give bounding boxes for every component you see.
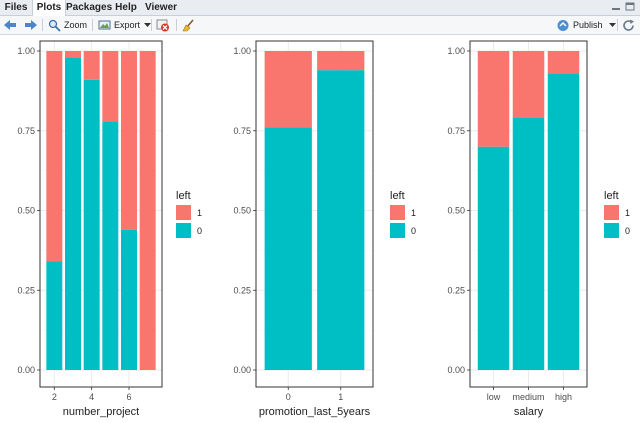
x-tick-label: high (555, 392, 572, 402)
x-tick-label: 0 (286, 392, 291, 402)
legend-label: 0 (625, 226, 630, 236)
remove-plot-icon (156, 19, 169, 31)
legend-key (604, 205, 619, 220)
zoom-button[interactable]: Zoom (48, 18, 87, 32)
clear-all-plots-button[interactable] (181, 18, 196, 32)
y-tick-label: 0.00 (447, 365, 465, 375)
legend-title: left (390, 190, 405, 202)
panel-border (255, 40, 374, 388)
y-tick-label: 0.50 (447, 206, 465, 216)
export-button[interactable]: Export (98, 18, 152, 32)
bar-segment-left-0 (512, 117, 545, 371)
y-tick-label: 0.50 (17, 206, 35, 216)
bar-segment-left-1 (46, 51, 63, 262)
x-axis-title: salary (514, 406, 544, 418)
y-tick-label: 0.00 (17, 365, 35, 375)
y-tick-label: 0.00 (233, 365, 251, 375)
bar-segment-left-0 (547, 73, 580, 370)
export-label: Export (114, 20, 141, 30)
bar-segment-left-0 (477, 146, 510, 370)
toolbar-divider (617, 19, 618, 31)
refresh-icon (623, 19, 634, 31)
publish-button[interactable]: Publish (556, 18, 617, 32)
toolbar-divider (151, 19, 152, 31)
zoom-label: Zoom (64, 20, 88, 30)
legend-key (604, 223, 619, 238)
x-axis-title: promotion_last_5years (259, 406, 371, 418)
bar-segment-left-0 (46, 261, 63, 370)
pane-tab-bar: Files Plots Packages Help Viewer (0, 0, 640, 16)
forward-arrow-icon[interactable] (24, 18, 38, 32)
x-tick-label: 4 (89, 392, 94, 402)
bar-segment-left-1 (121, 51, 137, 230)
legend-title: left (604, 190, 619, 202)
y-tick-label: 0.50 (233, 206, 251, 216)
y-tick-label: 0.25 (447, 285, 465, 295)
bar-segment-left-0 (65, 57, 81, 370)
minimize-icon[interactable] (611, 2, 621, 11)
toolbar-divider (176, 19, 177, 31)
y-tick-label: 0.25 (233, 285, 251, 295)
plots-toolbar: Zoom Export Publish (0, 16, 640, 35)
legend-key (176, 223, 191, 238)
tab-viewer[interactable]: Viewer (144, 2, 178, 13)
bar-segment-left-1 (139, 51, 156, 370)
x-tick-label: 2 (52, 392, 57, 402)
tab-packages[interactable]: Packages (66, 2, 113, 13)
y-tick-label: 1.00 (447, 46, 465, 56)
export-icon (98, 20, 111, 30)
bar-segment-left-0 (121, 229, 137, 370)
legend-label: 1 (197, 208, 202, 218)
x-tick-label: 1 (338, 392, 343, 402)
bar-segment-left-1 (512, 51, 545, 118)
legend-label: 1 (625, 208, 630, 218)
plot-area: 0.00 0.25 0.50 0.75 1.00 2 4 6 number_project lef… (0, 35, 640, 423)
maximize-icon[interactable] (625, 2, 635, 11)
tab-files[interactable]: Files (4, 2, 28, 13)
y-tick-label: 1.00 (17, 46, 35, 56)
y-tick-label: 1.00 (233, 46, 251, 56)
chevron-down-icon (144, 23, 152, 27)
legend-label: 0 (197, 226, 202, 236)
x-tick-label: low (487, 392, 501, 402)
legend-key (390, 205, 405, 220)
chevron-down-icon (608, 23, 616, 27)
bar-segment-left-1 (317, 51, 365, 71)
broom-icon (182, 18, 194, 31)
bar-segment-left-1 (264, 51, 312, 128)
remove-plot-button[interactable] (156, 18, 170, 32)
toolbar-divider (92, 19, 93, 31)
bar-segment-left-1 (102, 51, 119, 122)
y-tick-label: 0.75 (233, 126, 251, 136)
bar-segment-left-0 (83, 79, 100, 371)
toolbar-divider (42, 19, 43, 31)
publish-label: Publish (573, 20, 603, 30)
bar-segment-left-1 (65, 51, 81, 58)
back-arrow-icon[interactable] (3, 18, 17, 32)
y-tick-label: 0.75 (447, 126, 465, 136)
tab-plots[interactable]: Plots (32, 0, 66, 16)
bar-segment-left-1 (83, 51, 100, 80)
x-tick-label: medium (512, 392, 544, 402)
bar-segment-left-0 (264, 127, 312, 370)
legend-key (390, 223, 405, 238)
tab-help[interactable]: Help (115, 2, 137, 13)
publish-icon (557, 19, 569, 31)
plot-canvas: 0.00 0.25 0.50 0.75 1.00 2 4 6 number_project lef… (17, 40, 630, 418)
legend-label: 1 (411, 208, 416, 218)
refresh-button[interactable] (622, 18, 636, 32)
bar-segment-left-0 (317, 70, 365, 370)
panel-border (39, 40, 163, 388)
x-tick-label: 6 (126, 392, 131, 402)
y-tick-label: 0.75 (17, 126, 35, 136)
legend-title: left (176, 190, 191, 202)
x-axis-title: number_project (63, 406, 139, 418)
legend-label: 0 (411, 226, 416, 236)
bar-segment-left-0 (102, 121, 119, 371)
zoom-icon (48, 19, 61, 32)
bar-segment-left-1 (547, 51, 580, 74)
y-tick-label: 0.25 (17, 285, 35, 295)
legend-key (176, 205, 191, 220)
bar-segment-left-1 (477, 51, 510, 147)
